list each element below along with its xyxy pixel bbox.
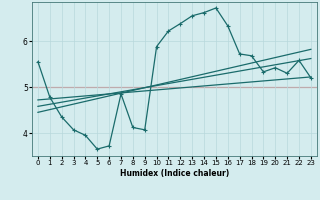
X-axis label: Humidex (Indice chaleur): Humidex (Indice chaleur)	[120, 169, 229, 178]
